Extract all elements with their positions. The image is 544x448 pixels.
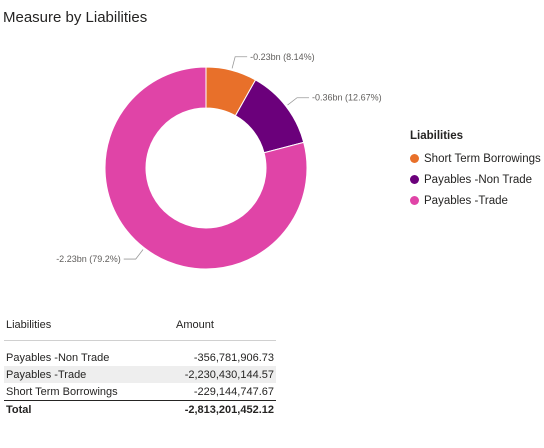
data-label: -0.36bn (12.67%)	[312, 93, 382, 103]
leader-line	[287, 97, 310, 106]
legend-item-payables-trade[interactable]: Payables -Trade	[410, 190, 541, 211]
row-amount: -356,781,906.73	[193, 351, 274, 364]
row-amount: -229,144,747.67	[193, 385, 274, 398]
legend: Liabilities Short Term Borrowings Payabl…	[410, 130, 541, 211]
legend-marker	[410, 175, 419, 184]
table-row: Short Term Borrowings -229,144,747.67	[4, 383, 276, 401]
legend-marker	[410, 196, 419, 205]
data-table: Liabilities Amount Payables -Non Trade -…	[4, 316, 276, 418]
table-total-row: Total -2,813,201,452.12	[4, 400, 276, 419]
legend-label: Short Term Borrowings	[424, 152, 541, 165]
legend-label: Payables -Non Trade	[424, 173, 533, 186]
total-amount: -2,813,201,452.12	[184, 403, 274, 416]
total-label: Total	[6, 403, 32, 416]
table-header-row: Liabilities Amount	[4, 316, 276, 341]
donut-chart[interactable]: -0.23bn (8.14%) -0.36bn (12.67%) -2.23bn (…	[0, 0, 544, 300]
row-name: Payables -Trade	[6, 368, 87, 381]
column-header-liabilities[interactable]: Liabilities	[6, 319, 52, 331]
column-header-amount[interactable]: Amount	[176, 319, 214, 331]
legend-label: Payables -Trade	[424, 194, 508, 207]
chart-title: Measure by Liabilities	[3, 9, 148, 26]
table-row: Payables -Trade -2,230,430,144.57	[4, 366, 276, 383]
row-name: Payables -Non Trade	[6, 351, 110, 364]
row-amount: -2,230,430,144.57	[184, 368, 274, 381]
legend-item-payables-non-trade[interactable]: Payables -Non Trade	[410, 169, 541, 190]
table-row: Payables -Non Trade -356,781,906.73	[4, 349, 276, 366]
legend-item-short-term-borrowings[interactable]: Short Term Borrowings	[410, 148, 541, 169]
leader-line	[231, 56, 248, 69]
legend-marker	[410, 154, 419, 163]
data-label: -2.23bn (79.2%)	[56, 254, 121, 264]
legend-title: Liabilities	[410, 130, 464, 142]
data-label: -0.23bn (8.14%)	[250, 52, 315, 62]
slice-payables-trade[interactable]	[104, 66, 308, 270]
row-name: Short Term Borrowings	[6, 385, 118, 398]
leader-line	[123, 249, 144, 260]
